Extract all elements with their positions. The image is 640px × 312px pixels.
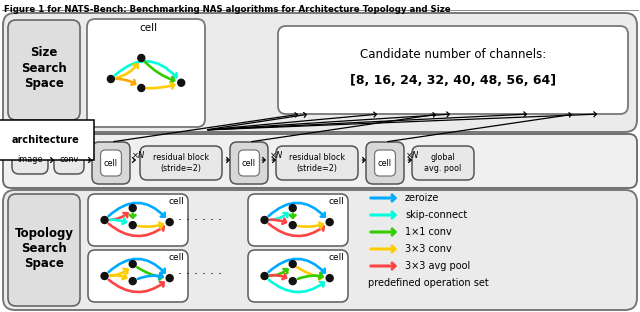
Text: predefined operation set: predefined operation set bbox=[368, 278, 489, 288]
Circle shape bbox=[108, 76, 115, 82]
Circle shape bbox=[326, 275, 333, 282]
FancyBboxPatch shape bbox=[412, 146, 474, 180]
Text: cell: cell bbox=[168, 197, 184, 206]
Text: cell: cell bbox=[242, 158, 256, 168]
FancyBboxPatch shape bbox=[12, 146, 48, 174]
Text: residual block
(stride=2): residual block (stride=2) bbox=[289, 153, 345, 173]
Circle shape bbox=[261, 217, 268, 223]
Text: global
avg. pool: global avg. pool bbox=[424, 153, 461, 173]
Text: conv: conv bbox=[60, 155, 79, 164]
Text: architecture: architecture bbox=[12, 135, 80, 145]
Text: cell: cell bbox=[104, 158, 118, 168]
FancyBboxPatch shape bbox=[88, 250, 188, 302]
Text: cell: cell bbox=[168, 253, 184, 262]
Circle shape bbox=[138, 55, 145, 61]
Circle shape bbox=[289, 205, 296, 212]
Circle shape bbox=[129, 278, 136, 285]
Text: Size
Search
Space: Size Search Space bbox=[21, 46, 67, 90]
FancyBboxPatch shape bbox=[248, 194, 348, 246]
Circle shape bbox=[261, 272, 268, 280]
FancyBboxPatch shape bbox=[239, 150, 259, 176]
FancyBboxPatch shape bbox=[3, 190, 637, 310]
Text: ×N: ×N bbox=[270, 150, 284, 159]
Text: cell: cell bbox=[328, 197, 344, 206]
Text: Topology
Search
Space: Topology Search Space bbox=[15, 227, 74, 271]
Text: [8, 16, 24, 32, 40, 48, 56, 64]: [8, 16, 24, 32, 40, 48, 56, 64] bbox=[350, 74, 556, 86]
Text: · · · · · ·: · · · · · · bbox=[178, 213, 222, 227]
Text: cell: cell bbox=[328, 253, 344, 262]
Circle shape bbox=[129, 205, 136, 212]
Circle shape bbox=[101, 217, 108, 223]
Circle shape bbox=[166, 219, 173, 226]
Text: image: image bbox=[17, 155, 43, 164]
FancyBboxPatch shape bbox=[87, 19, 205, 127]
FancyBboxPatch shape bbox=[92, 142, 130, 184]
Circle shape bbox=[166, 275, 173, 282]
Text: cell: cell bbox=[139, 23, 157, 33]
FancyBboxPatch shape bbox=[248, 250, 348, 302]
Text: 3×3 conv: 3×3 conv bbox=[405, 244, 452, 254]
FancyBboxPatch shape bbox=[278, 26, 628, 114]
FancyBboxPatch shape bbox=[140, 146, 222, 180]
Text: ×N: ×N bbox=[132, 150, 145, 159]
Circle shape bbox=[326, 219, 333, 226]
Circle shape bbox=[129, 222, 136, 229]
Text: zeroize: zeroize bbox=[405, 193, 440, 203]
Circle shape bbox=[178, 79, 185, 86]
Text: Figure 1 for NATS-Bench: Benchmarking NAS algorithms for Architecture Topology a: Figure 1 for NATS-Bench: Benchmarking NA… bbox=[4, 5, 451, 14]
FancyBboxPatch shape bbox=[88, 194, 188, 246]
Circle shape bbox=[289, 278, 296, 285]
Text: 1×1 conv: 1×1 conv bbox=[405, 227, 452, 237]
FancyBboxPatch shape bbox=[54, 146, 84, 174]
FancyBboxPatch shape bbox=[374, 150, 396, 176]
Circle shape bbox=[289, 222, 296, 229]
Text: · · · · · ·: · · · · · · bbox=[178, 269, 222, 281]
Text: ×N: ×N bbox=[406, 150, 419, 159]
Text: cell: cell bbox=[378, 158, 392, 168]
FancyBboxPatch shape bbox=[3, 134, 637, 188]
FancyBboxPatch shape bbox=[3, 13, 637, 132]
FancyBboxPatch shape bbox=[8, 20, 80, 120]
Circle shape bbox=[129, 261, 136, 268]
FancyBboxPatch shape bbox=[276, 146, 358, 180]
Circle shape bbox=[289, 261, 296, 268]
Circle shape bbox=[101, 272, 108, 280]
FancyBboxPatch shape bbox=[100, 150, 122, 176]
FancyBboxPatch shape bbox=[8, 194, 80, 306]
Circle shape bbox=[138, 85, 145, 91]
FancyBboxPatch shape bbox=[230, 142, 268, 184]
Text: 3×3 avg pool: 3×3 avg pool bbox=[405, 261, 470, 271]
FancyBboxPatch shape bbox=[366, 142, 404, 184]
Text: skip-connect: skip-connect bbox=[405, 210, 467, 220]
Text: residual block
(stride=2): residual block (stride=2) bbox=[153, 153, 209, 173]
Text: Candidate number of channels:: Candidate number of channels: bbox=[360, 47, 546, 61]
